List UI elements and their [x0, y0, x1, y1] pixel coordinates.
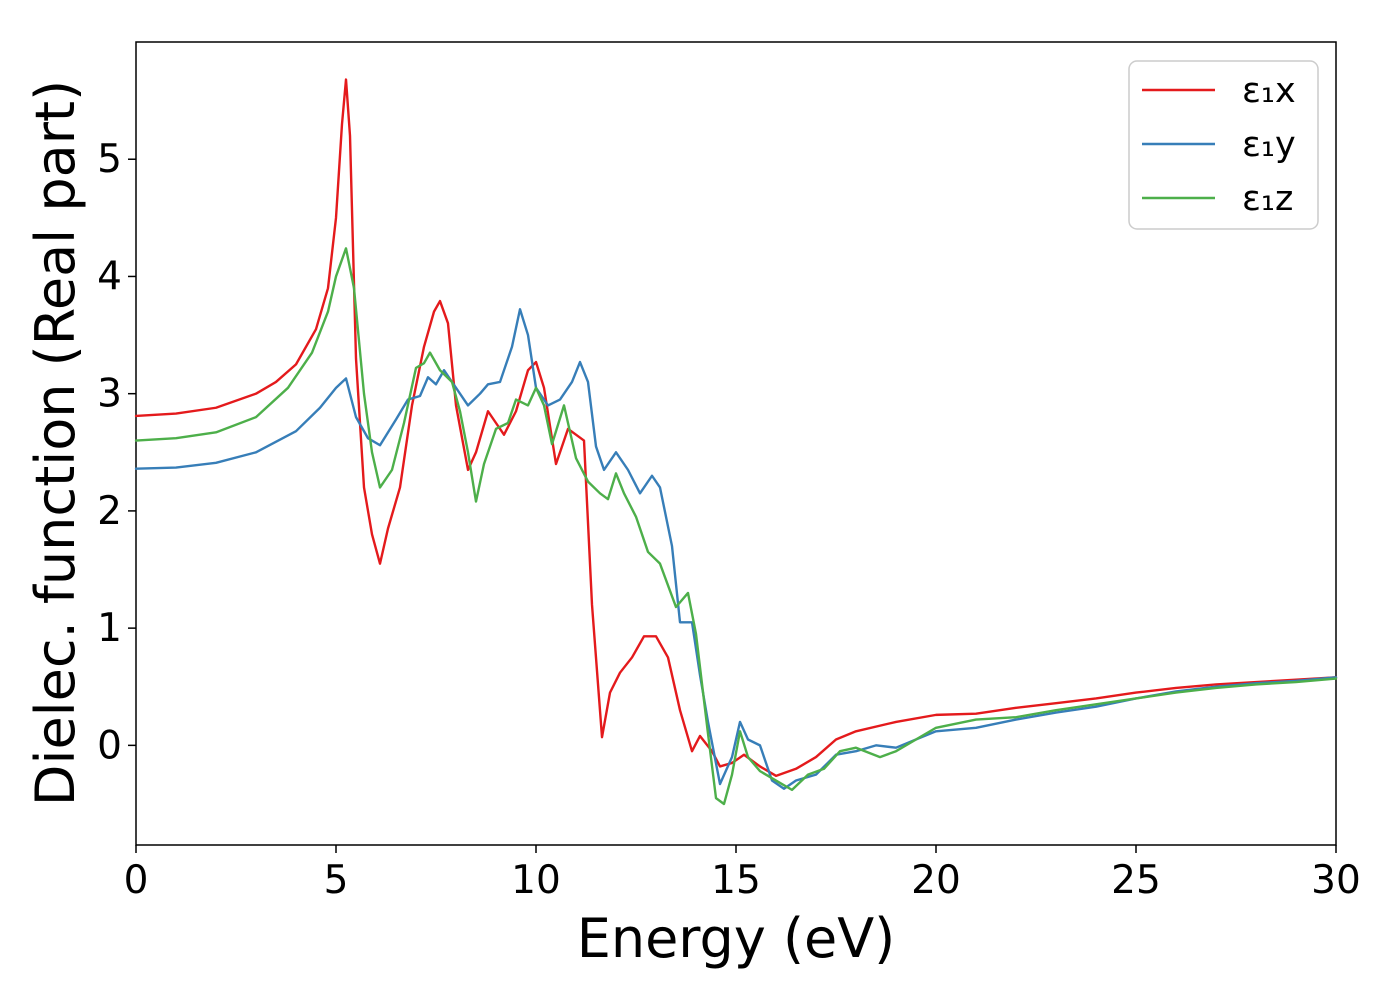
y-axis: 0 1 2 3 4 5 [97, 137, 136, 768]
series-line-3 [134, 247, 1338, 806]
y-tick-label: 5 [97, 137, 122, 182]
x-tick-label: 5 [324, 858, 349, 903]
legend: ε₁x ε₁y ε₁z [1128, 60, 1319, 230]
y-axis-title: Dielec. function (Real part) [24, 80, 87, 806]
x-tick-label: 15 [711, 858, 761, 903]
x-tick-label: 0 [124, 858, 149, 903]
x-tick-label: 20 [911, 858, 961, 903]
x-tick-label: 10 [511, 858, 561, 903]
legend-items: ε₁x ε₁y ε₁z [1142, 71, 1296, 219]
y-tick-label: 0 [97, 723, 122, 768]
y-tick-label: 4 [97, 254, 122, 299]
legend-box [1128, 60, 1319, 230]
x-axis-title: Energy (eV) [577, 907, 896, 970]
x-axis: 0 5 10 15 20 25 30 [124, 845, 1361, 903]
x-tick-label: 25 [1111, 858, 1161, 903]
y-tick-label: 1 [97, 606, 122, 651]
legend-label-3: ε₁z [1242, 179, 1293, 219]
x-tick-label: 30 [1311, 858, 1361, 903]
legend-label-1: ε₁x [1242, 71, 1296, 111]
y-tick-label: 3 [97, 372, 122, 417]
y-tick-label: 2 [97, 489, 122, 534]
series-line-2 [134, 308, 1338, 790]
series-line-1 [134, 78, 1338, 778]
legend-label-2: ε₁y [1242, 125, 1296, 165]
series-layer [134, 78, 1338, 806]
